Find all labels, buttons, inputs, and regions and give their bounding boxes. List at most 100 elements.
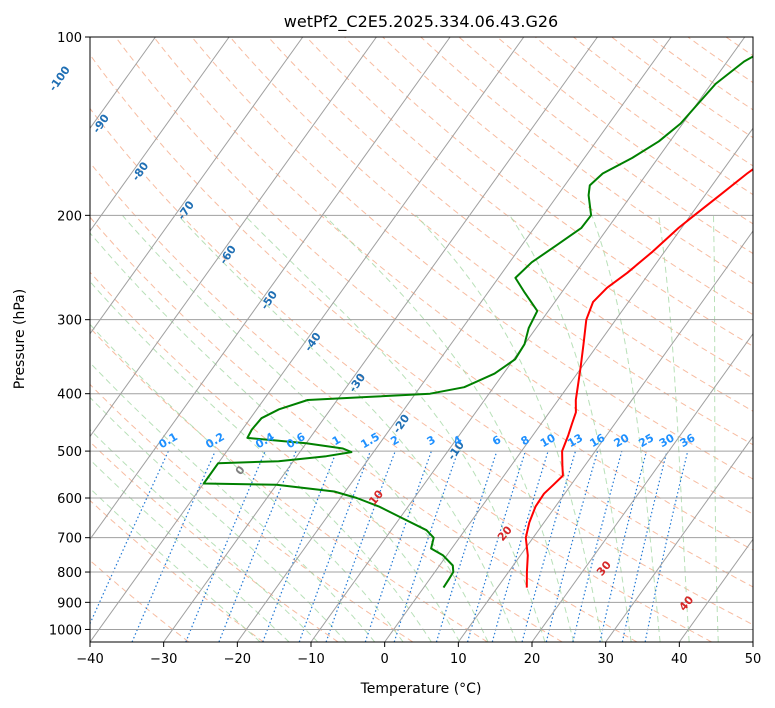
mixing-ratio-line [644, 450, 689, 642]
mixing-ratio-line [262, 450, 338, 642]
moist-adiabat-line [90, 232, 461, 642]
x-tick-label: 50 [745, 652, 762, 667]
isotherm-line [678, 538, 753, 642]
mixing-ratio-line [131, 450, 216, 642]
dry-adiabat-line [229, 37, 753, 446]
y-tick-label: 400 [57, 388, 82, 403]
isotherm-line [90, 37, 304, 335]
dry-adiabat-line [90, 271, 563, 642]
dry-adiabat-line [649, 37, 753, 111]
moist-adiabat-label: 30 [594, 558, 614, 578]
mixing-ratio-line [435, 450, 498, 642]
y-tick-label: 300 [57, 314, 82, 329]
mixing-ratio-line [545, 450, 599, 642]
moist-adiabat-line [90, 428, 319, 642]
dewpoint-profile-line [202, 55, 753, 589]
isotherm-line [457, 230, 753, 642]
mixing-ratio-label: 0.2 [203, 430, 226, 451]
dry-adiabat-line [725, 37, 753, 57]
moist-adiabat-line [90, 487, 261, 642]
moist-adiabat-line [658, 215, 690, 642]
dry-adiabat-line [687, 37, 753, 84]
dry-adiabat-line [90, 441, 339, 642]
mixing-ratio-line [599, 450, 648, 642]
mixing-ratio-label: 16 [587, 431, 607, 450]
mixing-ratio-label: 8 [519, 433, 532, 448]
x-tick-label: 20 [524, 652, 541, 667]
isotherm-line [752, 641, 753, 642]
temperature-profile-line [524, 167, 753, 588]
mixing-ratio-line [90, 450, 169, 626]
mixing-ratio-line [325, 450, 396, 642]
moist-adiabat-line [591, 215, 661, 642]
dry-adiabat-label: -50 [258, 288, 280, 312]
x-tick-label: −40 [76, 652, 103, 667]
y-tick-label: 600 [57, 492, 82, 507]
moist-adiabat-line [509, 215, 632, 642]
isotherm-line [90, 37, 230, 232]
dry-adiabat-label: -30 [346, 371, 368, 395]
mixing-ratio-line [572, 450, 623, 642]
dry-adiabat-line [344, 37, 753, 347]
mixing-ratio-label: 0.4 [253, 430, 277, 451]
dry-adiabat-line [267, 37, 753, 412]
mixing-ratio-line [621, 450, 668, 642]
isotherm-line [90, 37, 377, 438]
dry-adiabat-line [90, 107, 753, 626]
x-tick-label: 40 [671, 652, 688, 667]
moist-adiabat-line [713, 215, 719, 642]
dry-adiabat-line [458, 37, 753, 255]
dry-adiabat-line [153, 37, 753, 515]
dry-adiabat-line [496, 37, 753, 225]
y-tick-label: 100 [57, 31, 82, 46]
x-tick-label: 10 [450, 652, 467, 667]
isotherm-line [90, 37, 451, 541]
dry-adiabat-line [191, 37, 753, 480]
isotherm-line [0, 37, 8, 642]
dry-adiabat-label: -100 [46, 63, 73, 93]
dry-adiabat-line [90, 161, 712, 642]
moist-adiabat-line [90, 459, 290, 642]
y-tick-label: 1000 [49, 623, 82, 638]
dry-adiabat-line [611, 37, 753, 139]
dry-adiabat-label: -70 [175, 198, 197, 222]
moist-adiabat-label: 10 [366, 487, 386, 507]
mixing-ratio-label: 20 [612, 431, 632, 450]
isotherm-line [384, 127, 753, 642]
moist-adiabat-line [177, 214, 517, 642]
mixing-ratio-line [298, 450, 371, 642]
isotherm-line [310, 37, 746, 642]
profiles [202, 55, 753, 589]
y-tick-label: 900 [57, 596, 82, 611]
y-tick-label: 500 [57, 445, 82, 460]
dry-adiabat-line [90, 53, 753, 588]
chart-title: wetPf2_C2E5.2025.334.06.43.G26 [284, 12, 558, 32]
dry-adiabat-line [90, 327, 488, 642]
moist-adiabat-line [122, 214, 489, 642]
mixing-ratio-line [364, 450, 432, 642]
moist-adiabat-line [90, 396, 347, 642]
x-tick-label: −10 [297, 652, 324, 667]
mixing-ratio-line [521, 450, 577, 642]
dry-adiabat-label: -40 [302, 330, 324, 354]
mixing-ratio-label: 0.6 [284, 430, 308, 451]
moist-adiabat-line [90, 280, 432, 642]
x-tick-label: 0 [381, 652, 389, 667]
mixing-ratio-line [466, 450, 526, 642]
y-tick-label: 800 [57, 566, 82, 581]
background-lines [0, 37, 753, 642]
mixing-ratio-line [393, 450, 459, 642]
dry-adiabat-line [382, 37, 753, 316]
y-tick-label: 700 [57, 532, 82, 547]
mixing-ratio-label: 0.1 [156, 430, 179, 451]
mixing-ratio-label: 6 [490, 433, 503, 448]
moist-adiabat-line [90, 323, 404, 642]
moist-adiabat-line [415, 214, 603, 642]
plot-frame [89, 36, 754, 643]
dry-adiabat-label: -60 [217, 243, 239, 267]
x-tick-label: 30 [597, 652, 614, 667]
x-tick-label: −20 [224, 652, 251, 667]
isotherm-line [163, 37, 598, 642]
dry-adiabat-line [90, 499, 264, 642]
